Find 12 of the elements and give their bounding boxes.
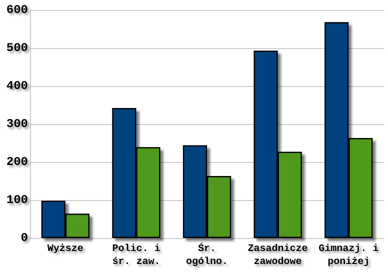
x-tick-label: Gimnazj. i poniżej: [318, 243, 379, 268]
x-tick-label: Polic. i śr. zaw.: [112, 243, 160, 268]
x-tick-label: Wyższe: [47, 243, 84, 255]
x-tick-label: Śr. ogólno.: [186, 242, 228, 268]
y-tick-label: 100: [6, 193, 28, 207]
x-tick-label: Zasadnicze zawodowe: [248, 243, 308, 268]
y-tick-label: 600: [6, 3, 28, 17]
y-tick-label: 400: [6, 79, 28, 93]
y-tick-label: 200: [6, 155, 28, 169]
y-tick-label: 500: [6, 41, 28, 55]
y-tick-label: 0: [20, 231, 28, 245]
y-tick-label: 300: [6, 117, 28, 131]
